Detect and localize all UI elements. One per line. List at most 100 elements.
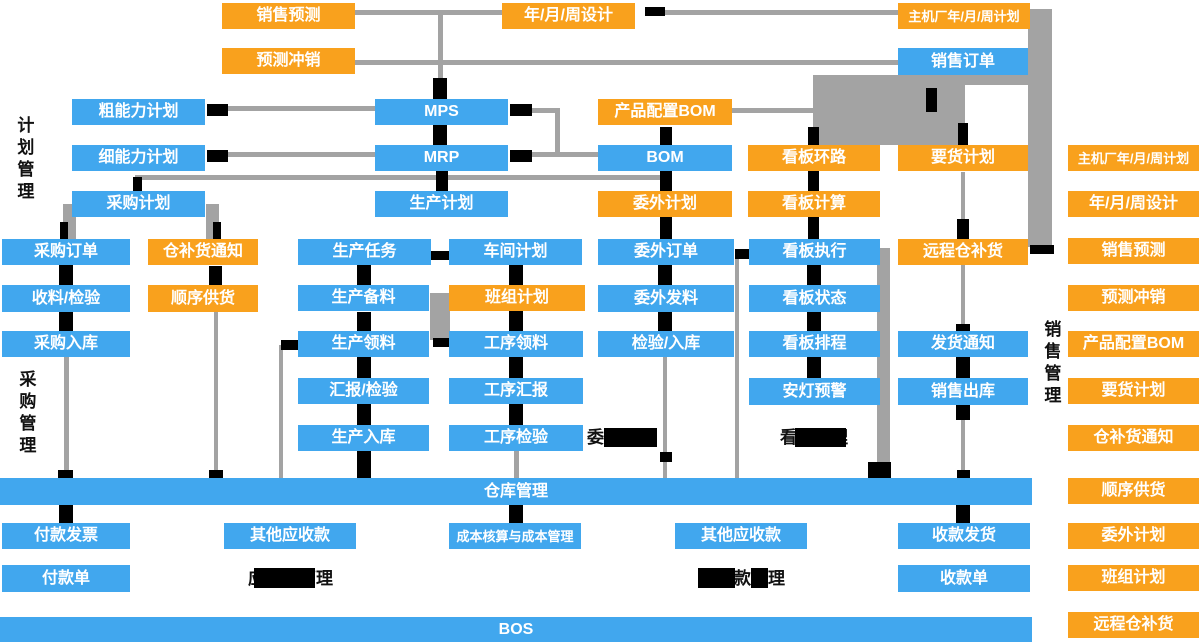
- node-sales-forecast-top: 销售预测: [222, 3, 355, 29]
- node-right-year-month-week-design: 年/月/周设计: [1068, 191, 1199, 217]
- node-forecast-offset-top: 预测冲销: [222, 48, 355, 74]
- node-right-team-plan: 班组计划: [1068, 565, 1199, 591]
- connector-line: [532, 108, 560, 113]
- node-payment-slip: 付款单: [2, 565, 130, 592]
- node-workshop-plan: 车间计划: [449, 239, 582, 265]
- connector-block: [965, 75, 1028, 85]
- node-kanban-status: 看板状态: [749, 285, 880, 312]
- node-purchase-warehousing: 采购入库: [2, 331, 130, 357]
- node-process-material-picking: 工序领料: [449, 331, 583, 357]
- connector-line: [355, 60, 898, 65]
- node-kanban-execution: 看板执行: [749, 239, 880, 265]
- node-fine-capacity-plan: 细能力计划: [72, 145, 205, 171]
- connector-node: [956, 404, 970, 420]
- node-cost-accounting-management: 成本核算与成本管理: [449, 523, 581, 549]
- connector-block: [1028, 9, 1052, 247]
- node-sales-outbound: 销售出库: [898, 378, 1028, 405]
- connector-node: [209, 470, 223, 478]
- node-right-sales-forecast: 销售预测: [1068, 238, 1199, 264]
- node-kanban-loop: 看板环路: [748, 145, 880, 171]
- connector-node: [808, 171, 819, 191]
- connector-node: [133, 177, 142, 191]
- node-production-material-picking: 生产领料: [298, 331, 429, 357]
- redaction-bar: [751, 568, 768, 588]
- connector-node: [1030, 245, 1054, 254]
- node-right-delivery-request-plan: 要货计划: [1068, 378, 1199, 404]
- connector-node: [357, 265, 371, 286]
- connector-node: [926, 88, 937, 112]
- node-report-inspection: 汇报/检验: [298, 378, 429, 404]
- connector-block: [877, 248, 890, 464]
- node-production-warehousing: 生产入库: [298, 425, 429, 451]
- node-right-remote-warehouse-replenishment: 远程仓补货: [1068, 612, 1199, 638]
- connector-block: [813, 75, 965, 145]
- node-andon-warning: 安灯预警: [749, 378, 880, 405]
- node-receipt-slip: 收款单: [898, 565, 1030, 592]
- connector-node: [433, 124, 447, 145]
- node-kanban-scheduling: 看板排程: [749, 331, 880, 357]
- node-year-month-week-design-top: 年/月/周设计: [502, 3, 635, 29]
- connector-block: [430, 293, 450, 340]
- connector-node: [209, 266, 222, 286]
- connector-node: [59, 312, 73, 332]
- connector-line: [279, 345, 283, 478]
- connector-line: [355, 10, 502, 15]
- node-inspection-warehousing: 检验/入库: [598, 331, 734, 357]
- connector-line: [663, 10, 898, 15]
- node-receipt-shipping: 收款发货: [898, 523, 1030, 549]
- connector-line: [961, 265, 965, 325]
- node-bos-bar: BOS: [0, 617, 1032, 642]
- connector-node: [207, 150, 228, 162]
- connector-node: [956, 357, 970, 379]
- connector-node: [957, 470, 970, 478]
- node-right-sequential-supply: 顺序供货: [1068, 478, 1199, 504]
- connector-node: [735, 249, 754, 259]
- connector-line: [663, 357, 667, 478]
- node-outsourcing-plan: 委外计划: [598, 191, 732, 217]
- connector-node: [807, 357, 821, 379]
- node-kanban-calculation: 看板计算: [748, 191, 880, 217]
- node-outsourcing-material-issue: 委外发料: [598, 285, 734, 312]
- connector-node: [510, 150, 532, 162]
- connector-node: [433, 78, 447, 99]
- node-delivery-request-plan: 要货计划: [898, 145, 1028, 171]
- node-production-plan: 生产计划: [375, 191, 508, 217]
- connector-node: [59, 265, 73, 286]
- connector-node: [58, 470, 73, 478]
- node-other-receivables-1: 其他应收款: [224, 523, 356, 549]
- connector-node: [510, 104, 532, 116]
- node-sequential-supply: 顺序供货: [148, 285, 258, 312]
- node-receiving-inspection: 收料/检验: [2, 285, 130, 312]
- node-product-config-bom: 产品配置BOM: [598, 99, 732, 125]
- connector-line: [514, 451, 519, 478]
- connector-node: [660, 127, 672, 145]
- connector-node: [433, 338, 451, 347]
- procurement-management-label: 采购管理: [16, 370, 36, 458]
- redaction-bar: [604, 428, 657, 447]
- node-team-plan: 班组计划: [449, 285, 585, 311]
- connector-line: [732, 108, 813, 113]
- node-process-report: 工序汇报: [449, 378, 583, 404]
- node-warehouse-replenishment-notice: 仓补货通知: [148, 239, 258, 265]
- node-payment-invoice: 付款发票: [2, 523, 130, 549]
- node-outsourcing-order: 委外订单: [598, 239, 734, 265]
- connector-node: [868, 462, 891, 478]
- connector-node: [213, 222, 221, 240]
- connector-node: [357, 357, 371, 379]
- node-right-warehouse-replenishment-notice: 仓补货通知: [1068, 425, 1199, 451]
- node-shipping-notice: 发货通知: [898, 331, 1028, 357]
- redaction-bar: [254, 568, 315, 588]
- connector-node: [956, 505, 970, 523]
- node-oem-year-month-week-plan-top: 主机厂年/月/周计划: [898, 3, 1030, 29]
- node-warehouse-management-bar: 仓库管理: [0, 478, 1032, 505]
- connector-node: [509, 265, 523, 286]
- connector-line: [64, 357, 69, 478]
- connector-node: [658, 312, 672, 332]
- plan-management-label: 计划管理: [14, 116, 34, 204]
- node-right-forecast-offset: 预测冲销: [1068, 285, 1199, 311]
- connector-node: [808, 216, 819, 239]
- redaction-bar: [698, 568, 735, 588]
- node-sales-order: 销售订单: [898, 48, 1028, 75]
- node-right-oem-year-month-week-plan: 主机厂年/月/周计划: [1068, 145, 1199, 171]
- connector-node: [431, 251, 450, 260]
